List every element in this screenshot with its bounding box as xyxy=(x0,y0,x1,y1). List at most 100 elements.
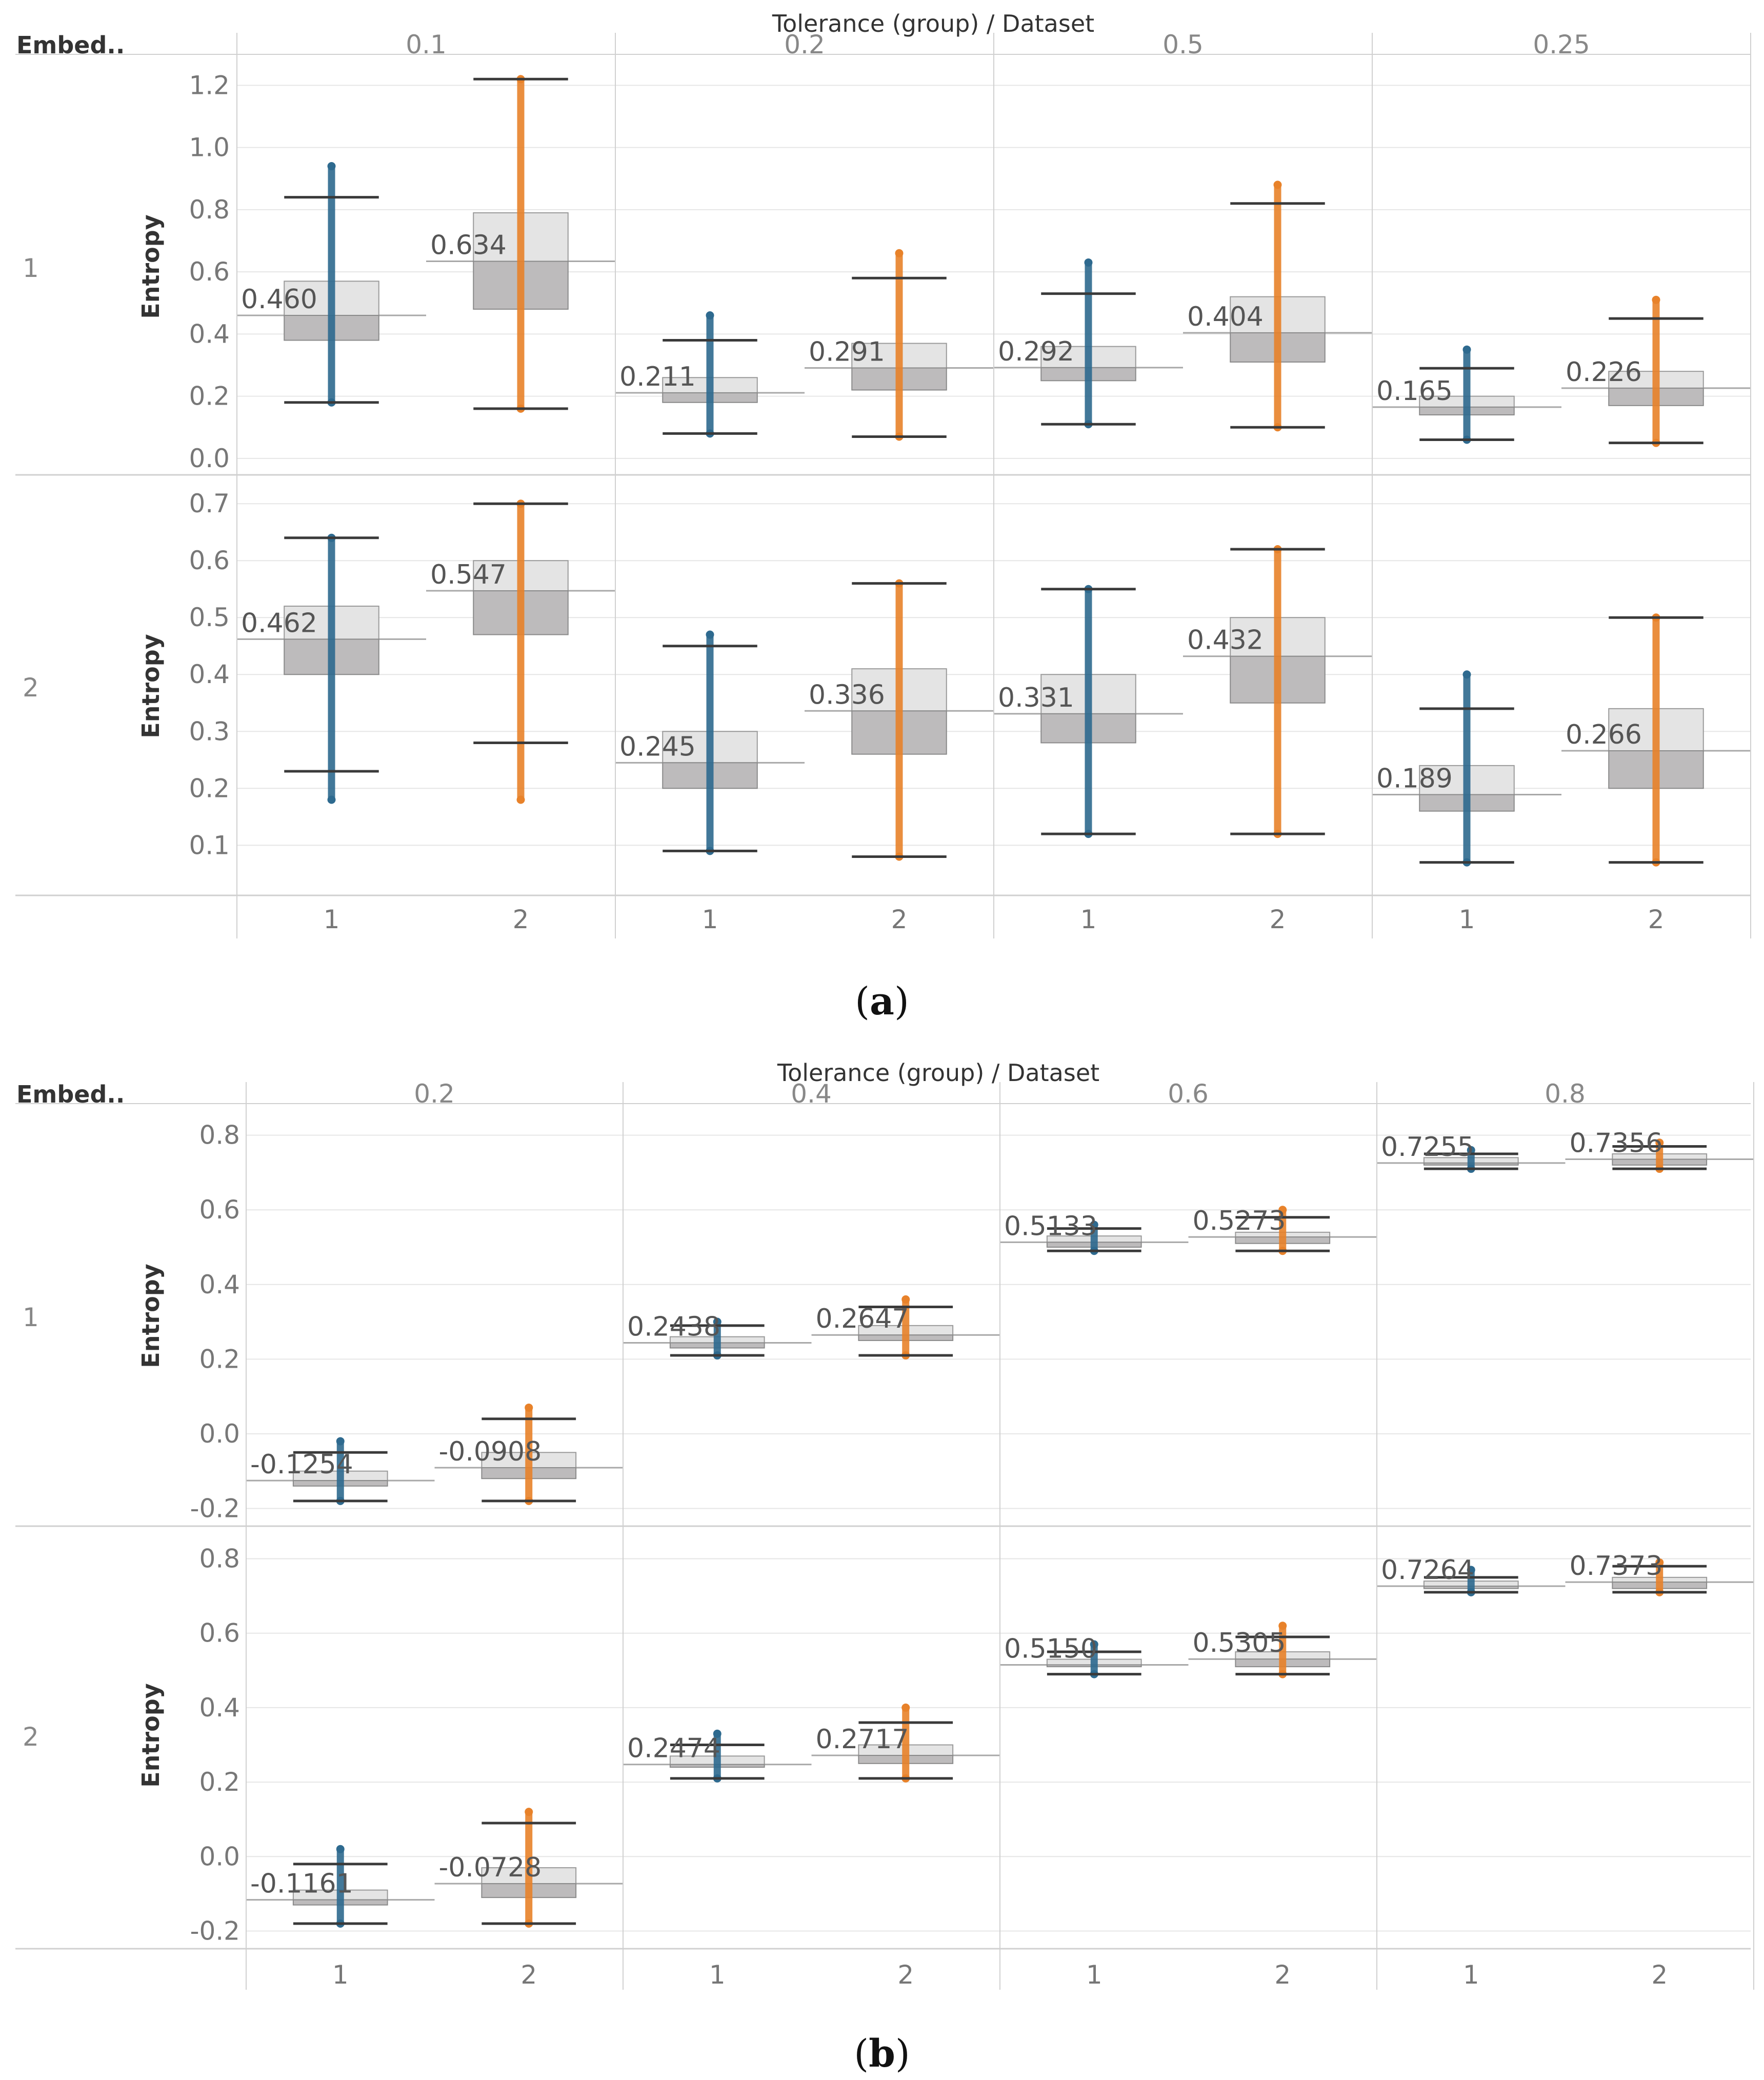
panel-a-col-label-4: 0.25 xyxy=(1533,30,1590,59)
data-point-max xyxy=(706,630,714,639)
panel-b: Embed.. Tolerance (group) / Dataset 0.2 … xyxy=(16,1059,1754,2076)
median-label: 0.245 xyxy=(619,731,696,762)
x-tick-label: 1 xyxy=(1463,1960,1479,1990)
panel-a-row-2-plot: 0.1 0.2 0.3 0.4 0.5 0.6 0.7 0.462 0.547 0.245 0.33… xyxy=(189,489,1751,867)
data-point-max xyxy=(1652,295,1660,304)
y-tick-label: 1.0 xyxy=(189,133,230,163)
y-tick-label: 0.0 xyxy=(199,1842,240,1871)
data-point-max xyxy=(706,311,714,320)
panel-b-col-label-3: 0.6 xyxy=(1168,1079,1209,1109)
data-point-max xyxy=(1462,345,1471,354)
data-point-max xyxy=(336,1437,345,1446)
median-label: 0.189 xyxy=(1376,763,1453,794)
x-tick-label: 1 xyxy=(702,905,718,934)
median-label: 0.2474 xyxy=(627,1733,720,1764)
panel-b-x-axis-labels: 1 2 1 2 1 2 1 2 xyxy=(332,1960,1668,1990)
panel-b-column-header-title: Tolerance (group) / Dataset xyxy=(777,1059,1099,1087)
panel-a-caption: (a) xyxy=(855,979,909,1024)
median-label: 0.5133 xyxy=(1004,1211,1097,1242)
y-tick-label: 0.8 xyxy=(199,1121,240,1150)
median-label: 0.404 xyxy=(1187,302,1264,332)
median-label: 0.547 xyxy=(430,559,507,590)
median-label: 0.5273 xyxy=(1193,1206,1286,1236)
panel-b-caption-letter: b xyxy=(869,2032,895,2076)
panel-b-row-1-y-axis-label: Entropy xyxy=(137,1264,165,1368)
x-tick-label: 2 xyxy=(513,905,529,934)
median-label: 0.7264 xyxy=(1381,1555,1474,1586)
y-tick-label: 0.7 xyxy=(189,489,230,518)
data-point-max xyxy=(1273,181,1282,189)
panel-b-row-label-2: 2 xyxy=(23,1722,39,1752)
panel-b-row-label-1: 1 xyxy=(23,1303,39,1332)
median-label: 0.7255 xyxy=(1381,1132,1474,1163)
median-label: 0.432 xyxy=(1187,625,1264,656)
median-label: 0.2438 xyxy=(627,1311,720,1342)
median-label: 0.331 xyxy=(998,683,1074,713)
panel-a-row-2-y-axis-label: Entropy xyxy=(137,634,165,738)
y-tick-label: 0.8 xyxy=(189,195,230,225)
median-label: -0.0728 xyxy=(439,1852,542,1883)
panel-b-col-label-2: 0.4 xyxy=(791,1079,832,1109)
median-label: 0.5150 xyxy=(1004,1633,1097,1664)
panel-a-caption-letter: a xyxy=(870,979,894,1024)
median-label: 0.292 xyxy=(998,336,1074,367)
panel-b-row-2-y-axis-label: Entropy xyxy=(137,1683,165,1787)
y-tick-label: -0.2 xyxy=(190,1916,240,1946)
panel-b-caption-open: ( xyxy=(854,2032,869,2076)
x-tick-label: 1 xyxy=(1080,905,1097,934)
panel-a-column-header-title: Tolerance (group) / Dataset xyxy=(772,10,1094,37)
panel-a-col-label-2: 0.2 xyxy=(784,30,825,59)
data-point-max xyxy=(1467,1566,1475,1574)
median-label: 0.2717 xyxy=(816,1724,909,1755)
median-label: -0.1254 xyxy=(250,1449,353,1480)
y-tick-label: 1.2 xyxy=(189,70,230,100)
panel-b-col-label-1: 0.2 xyxy=(414,1079,455,1109)
data-point-max xyxy=(1090,1221,1098,1229)
y-tick-label: 0.4 xyxy=(199,1270,240,1299)
panel-b-caption-close: ) xyxy=(895,2032,910,2076)
median-label: 0.266 xyxy=(1566,719,1642,750)
panel-b-caption: (b) xyxy=(854,2032,910,2076)
y-tick-label: 0.2 xyxy=(199,1767,240,1797)
data-point-max xyxy=(1084,258,1093,267)
panel-b-col-label-4: 0.8 xyxy=(1545,1079,1586,1109)
median-label: 0.634 xyxy=(430,230,507,261)
panel-a-col-label-1: 0.1 xyxy=(406,30,447,59)
panel-a-x-axis-labels: 1 2 1 2 1 2 1 2 xyxy=(324,905,1665,934)
x-tick-label: 2 xyxy=(520,1960,537,1990)
data-point-max xyxy=(327,162,336,171)
median-label: 0.7373 xyxy=(1570,1551,1663,1582)
x-tick-label: 1 xyxy=(332,1960,349,1990)
median-label: 0.336 xyxy=(809,679,885,710)
data-point-max xyxy=(336,1845,345,1853)
panel-a-row-label-2: 2 xyxy=(23,673,39,703)
y-tick-label: 0.2 xyxy=(199,1344,240,1374)
panel-b-row-1-plot: -0.2 0.0 0.2 0.4 0.6 0.8 -0.1254 -0.0908 0.2438 0… xyxy=(190,1121,1754,1523)
y-tick-label: 0.0 xyxy=(189,444,230,473)
y-tick-label: 0.4 xyxy=(189,659,230,689)
x-tick-label: 2 xyxy=(897,1960,914,1990)
data-point-max xyxy=(1278,1622,1287,1630)
data-point-max xyxy=(895,249,904,257)
panel-a-row-label-1: 1 xyxy=(23,253,39,283)
y-tick-label: 0.6 xyxy=(199,1195,240,1225)
panel-a-row-1-plot: 0.0 0.2 0.4 0.6 0.8 1.0 1.2 0.460 0.634 0.211 0.29… xyxy=(189,70,1751,473)
x-tick-label: 2 xyxy=(1648,905,1665,934)
y-tick-label: 0.2 xyxy=(189,773,230,803)
panel-b-row-2-plot: -0.2 0.0 0.2 0.4 0.6 0.8 -0.1161 -0.0728 0.2474 0… xyxy=(190,1544,1754,1946)
x-tick-label: 2 xyxy=(1270,905,1286,934)
data-point-max xyxy=(1655,1138,1664,1147)
x-tick-label: 2 xyxy=(891,905,908,934)
y-tick-label: 0.2 xyxy=(189,382,230,411)
y-tick-label: 0.4 xyxy=(199,1693,240,1723)
x-tick-label: 1 xyxy=(1459,905,1475,934)
panel-b-frame xyxy=(15,1082,1754,1990)
median-label: -0.1161 xyxy=(250,1869,353,1899)
median-label: 0.5305 xyxy=(1193,1628,1286,1658)
data-point-max xyxy=(713,1317,721,1326)
data-point-max xyxy=(1467,1146,1475,1154)
median-label: 0.291 xyxy=(809,336,885,367)
y-tick-label: 0.8 xyxy=(199,1544,240,1574)
y-tick-label: 0.0 xyxy=(199,1419,240,1449)
